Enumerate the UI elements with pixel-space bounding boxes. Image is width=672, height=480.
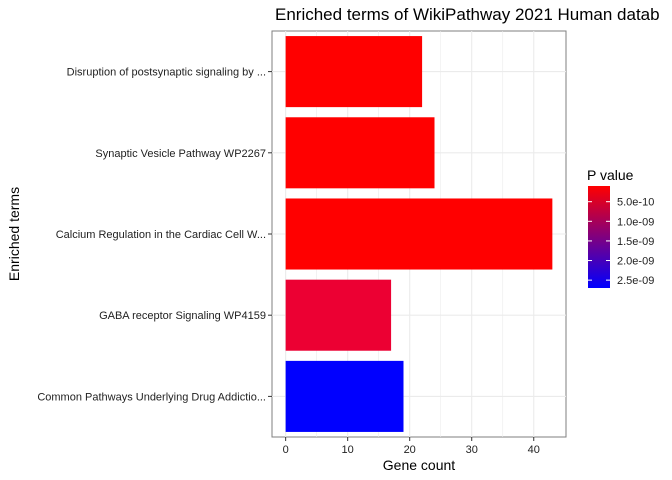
y-tick-label: GABA receptor Signaling WP4159 bbox=[99, 310, 266, 322]
legend-tick-label: 1.0e-09 bbox=[617, 216, 654, 228]
p-value-legend: P value 5.0e-10 1.0e-09 1.5e-09 2.0e-09 2.5e… bbox=[587, 167, 654, 288]
x-axis-title: Gene count bbox=[383, 457, 455, 473]
y-tick-label: Common Pathways Underlying Drug Addictio… bbox=[37, 391, 266, 403]
y-tick-label: Calcium Regulation in the Cardiac Cell W… bbox=[56, 229, 266, 241]
x-tick-label: 30 bbox=[466, 444, 478, 456]
bar bbox=[285, 279, 392, 351]
x-tick-label: 20 bbox=[404, 444, 416, 456]
bar bbox=[285, 360, 404, 432]
legend-colorbar bbox=[588, 186, 610, 288]
legend-ticks: 5.0e-10 1.0e-09 1.5e-09 2.0e-09 2.5e-09 bbox=[588, 197, 654, 287]
bar bbox=[285, 117, 435, 189]
bars bbox=[285, 36, 553, 432]
chart-title: Enriched terms of WikiPathway 2021 Human… bbox=[275, 5, 660, 24]
x-axis-ticks: 0 10 20 30 40 bbox=[283, 437, 540, 456]
legend-tick-label: 1.5e-09 bbox=[617, 236, 654, 248]
y-tick-label: Synaptic Vesicle Pathway WP2267 bbox=[95, 148, 266, 160]
legend-tick-label: 2.0e-09 bbox=[617, 256, 654, 268]
x-tick-label: 0 bbox=[283, 444, 289, 456]
legend-tick-label: 2.5e-09 bbox=[617, 275, 654, 287]
legend-title: P value bbox=[587, 167, 634, 183]
bar bbox=[285, 36, 423, 108]
legend-tick-label: 5.0e-10 bbox=[617, 197, 654, 209]
x-tick-label: 40 bbox=[528, 444, 540, 456]
y-tick-label: Disruption of postsynaptic signaling by … bbox=[67, 67, 266, 79]
x-tick-label: 10 bbox=[342, 444, 354, 456]
y-axis-ticks: Disruption of postsynaptic signaling by … bbox=[37, 67, 272, 403]
bar bbox=[285, 198, 553, 270]
y-axis-title: Enriched terms bbox=[6, 187, 22, 281]
